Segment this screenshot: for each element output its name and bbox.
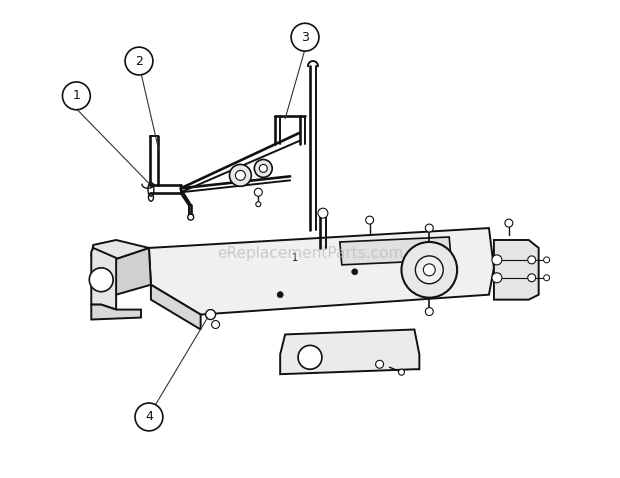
Circle shape (423, 264, 435, 276)
Text: 1: 1 (292, 253, 298, 263)
Circle shape (528, 274, 536, 282)
Circle shape (135, 403, 163, 431)
Circle shape (211, 321, 219, 328)
Circle shape (188, 214, 193, 220)
Circle shape (528, 256, 536, 264)
Polygon shape (340, 237, 451, 265)
Circle shape (399, 369, 404, 375)
Circle shape (352, 269, 358, 275)
Circle shape (318, 208, 328, 218)
Polygon shape (91, 248, 116, 310)
Circle shape (298, 346, 322, 369)
Polygon shape (91, 304, 141, 319)
Circle shape (229, 164, 251, 186)
Circle shape (89, 268, 113, 292)
Circle shape (415, 256, 443, 284)
Circle shape (259, 164, 267, 173)
Circle shape (277, 292, 283, 298)
Circle shape (425, 224, 433, 232)
Circle shape (425, 308, 433, 315)
Text: 3: 3 (301, 31, 309, 43)
Polygon shape (91, 240, 149, 260)
Circle shape (492, 273, 502, 283)
Circle shape (505, 219, 513, 227)
Circle shape (544, 257, 549, 263)
Polygon shape (149, 228, 494, 315)
Circle shape (236, 170, 246, 180)
Text: 4: 4 (145, 411, 153, 424)
Circle shape (206, 310, 216, 319)
Circle shape (256, 202, 261, 206)
Circle shape (63, 82, 91, 110)
Circle shape (125, 47, 153, 75)
Circle shape (402, 242, 457, 298)
Text: 2: 2 (135, 54, 143, 67)
Polygon shape (113, 248, 151, 294)
Polygon shape (280, 329, 419, 374)
Circle shape (492, 255, 502, 265)
Polygon shape (494, 240, 539, 300)
Circle shape (366, 216, 374, 224)
Text: 1: 1 (73, 89, 81, 102)
Circle shape (254, 160, 272, 177)
Text: eReplacementParts.com: eReplacementParts.com (217, 246, 403, 261)
Circle shape (376, 360, 384, 368)
Polygon shape (151, 285, 201, 329)
Circle shape (291, 23, 319, 51)
Circle shape (254, 188, 262, 196)
Circle shape (544, 275, 549, 281)
